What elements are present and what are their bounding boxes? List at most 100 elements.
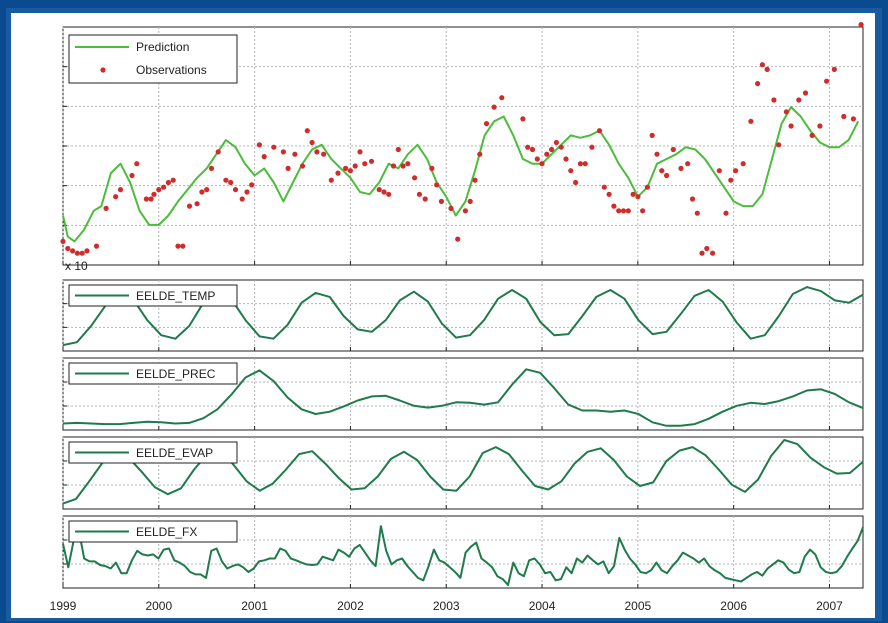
observation-point — [694, 210, 700, 216]
observation-point — [678, 165, 684, 171]
observation-point — [723, 210, 729, 216]
observation-point — [79, 250, 85, 256]
observation-point — [491, 104, 497, 110]
series-eelde-evap-line — [62, 439, 864, 505]
observation-point — [685, 161, 691, 167]
observation-point — [352, 163, 358, 169]
legend-box — [68, 34, 238, 84]
observation-point — [771, 97, 777, 103]
observation-point — [582, 161, 588, 167]
chart-figure: Prediction Observations x 10 EELDE_TEMP EELD… — [50, 22, 864, 613]
legend-prediction-label: Prediction — [136, 40, 189, 54]
observation-point — [563, 156, 569, 162]
observation-point — [395, 146, 401, 153]
observation-point — [208, 165, 215, 171]
observation-point — [625, 208, 631, 214]
observation-point — [103, 205, 109, 211]
observation-point — [271, 144, 277, 150]
x-tick-label: 2005 — [624, 599, 651, 613]
observation-point — [390, 163, 397, 169]
observation-point — [654, 151, 660, 157]
observation-point — [84, 248, 90, 254]
observation-point — [228, 179, 234, 186]
observation-point — [386, 191, 392, 197]
observation-point — [223, 177, 229, 183]
observation-point — [544, 151, 550, 157]
observation-point — [113, 194, 119, 200]
observation-point — [434, 182, 440, 188]
observation-point — [577, 161, 584, 167]
observation-point — [733, 168, 739, 174]
observation-point — [215, 149, 221, 155]
observation-point — [606, 191, 612, 197]
panel-frame — [62, 357, 864, 431]
observation-point — [640, 208, 646, 214]
exponent-label: x 10 — [65, 259, 88, 273]
observation-point — [244, 189, 250, 195]
observation-point — [347, 168, 353, 174]
observation-point — [659, 168, 665, 174]
x-tick-label: 2004 — [529, 599, 556, 613]
series-eelde-temp-line — [62, 286, 864, 347]
legend-eelde-prec-label: EELDE_PREC — [136, 367, 216, 381]
observation-point — [328, 177, 334, 183]
observation-point — [117, 187, 124, 193]
observation-point — [299, 163, 306, 169]
observation-point — [764, 66, 770, 72]
observation-point — [841, 113, 847, 120]
observation-point — [802, 90, 809, 96]
observation-point — [809, 132, 815, 138]
observation-point — [343, 165, 349, 171]
observation-point — [199, 189, 205, 195]
observation-point — [448, 205, 454, 211]
observation-point — [405, 161, 411, 167]
observation-point — [644, 184, 651, 190]
observation-point — [412, 175, 418, 181]
observation-point — [589, 144, 595, 150]
observation-point — [499, 95, 505, 101]
x-tick-label: 2006 — [720, 599, 747, 613]
observation-point — [759, 62, 766, 68]
observation-point — [148, 196, 154, 202]
observation-point — [93, 243, 100, 249]
observation-point — [165, 179, 171, 186]
observation-point — [620, 208, 627, 214]
observation-point — [611, 203, 617, 209]
series-prediction-line — [62, 106, 860, 243]
observation-point — [558, 144, 564, 150]
series-eelde-fx-line — [62, 525, 864, 586]
observation-point — [616, 208, 622, 214]
observation-point — [65, 245, 71, 252]
observation-point — [362, 161, 368, 167]
observation-point — [70, 248, 76, 254]
observation-point — [573, 179, 579, 186]
observation-point — [467, 198, 473, 204]
observation-point — [175, 243, 181, 249]
x-tick-label: 2002 — [337, 599, 364, 613]
x-tick-label: 2000 — [145, 599, 172, 613]
observation-point — [525, 144, 531, 150]
observation-point — [400, 163, 406, 169]
observation-point — [416, 191, 422, 197]
observation-point — [831, 66, 837, 72]
observation-point — [850, 116, 857, 122]
observation-point — [596, 128, 603, 134]
observation-point — [520, 116, 526, 122]
observation-point — [477, 151, 483, 157]
observation-point — [309, 139, 315, 146]
observation-point — [483, 121, 490, 127]
legend-eelde-temp-label: EELDE_TEMP — [136, 289, 215, 303]
observation-point — [534, 156, 540, 162]
observation-point — [529, 146, 536, 153]
observation-point — [783, 109, 790, 115]
observation-point — [455, 236, 461, 242]
observation-point — [635, 194, 641, 200]
observation-point — [429, 165, 435, 171]
observation-point — [728, 177, 734, 183]
observation-point — [699, 250, 705, 256]
legend-box — [68, 441, 238, 464]
observation-point — [156, 187, 162, 193]
observation-point — [438, 198, 444, 204]
x-tick-label: 2001 — [241, 599, 268, 613]
observation-point — [689, 196, 696, 202]
